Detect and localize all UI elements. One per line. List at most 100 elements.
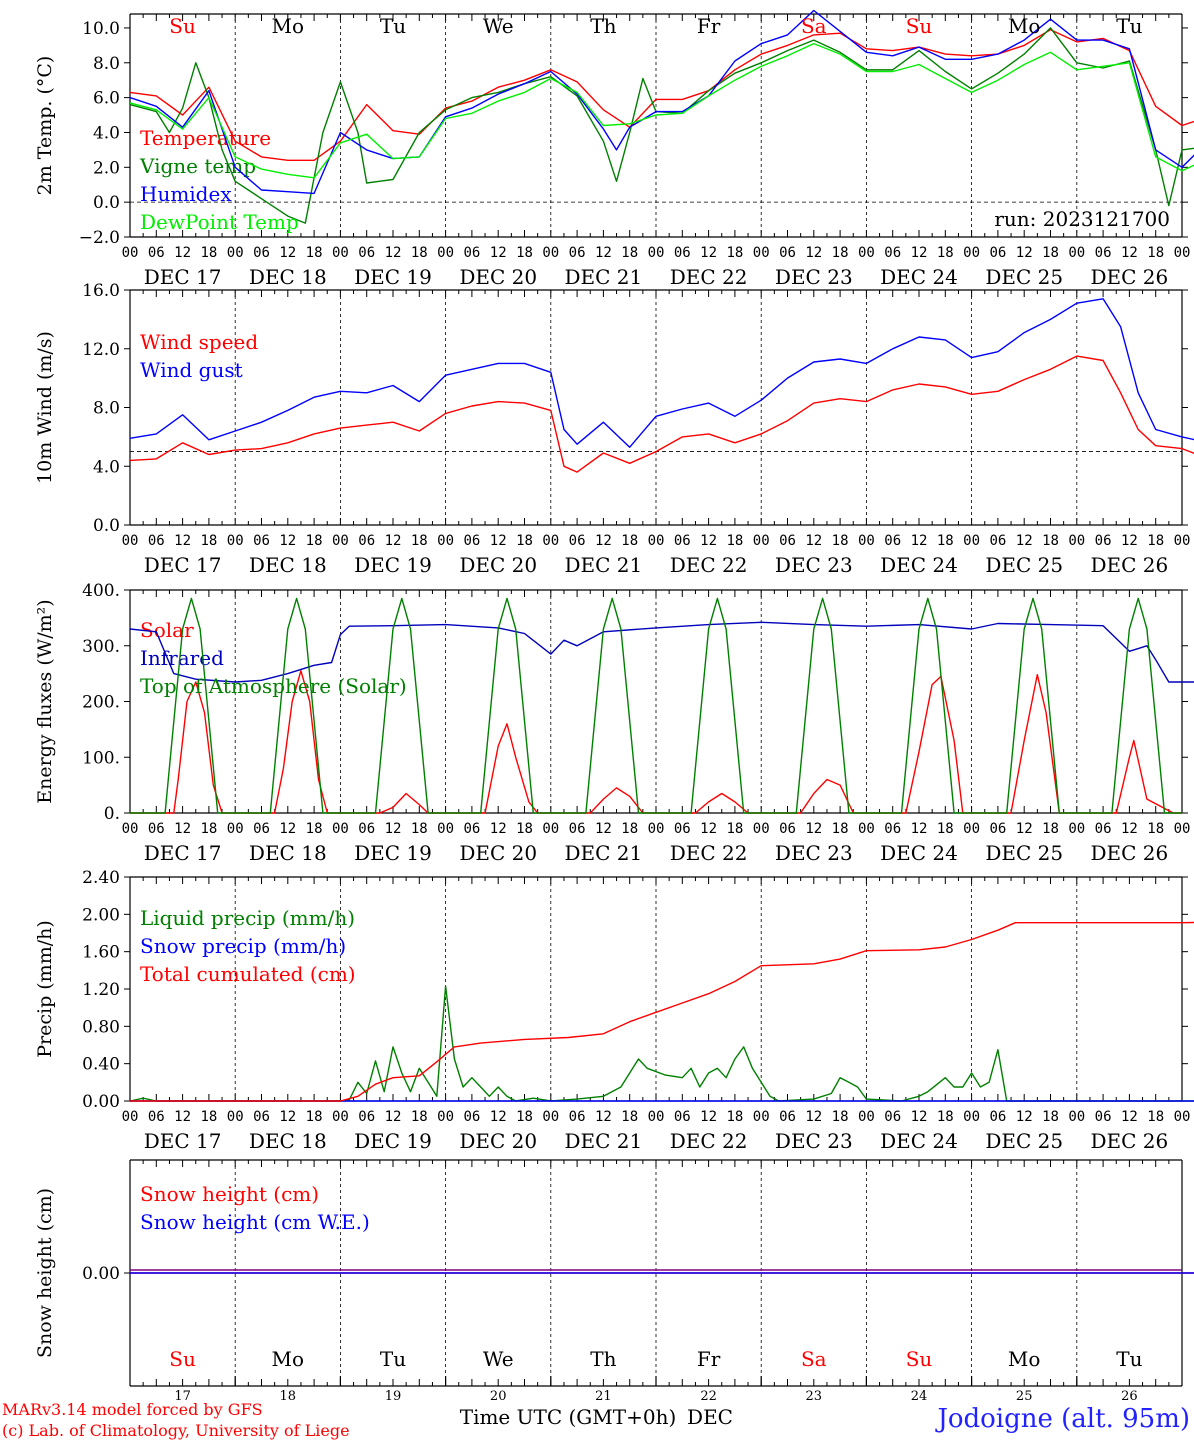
date-label: DEC 25 [985,553,1063,577]
legend-vigne-temp: Vigne temp [139,154,256,178]
hour-label: 18 [306,1109,323,1125]
hour-label: 12 [385,821,402,837]
hour-label: 12 [279,533,296,549]
hour-label: 18 [1042,533,1059,549]
date-label: DEC 24 [880,841,958,865]
hour-label: 18 [411,1109,428,1125]
date-label: DEC 22 [670,1129,748,1153]
y-axis-label: Snow height (cm) [34,1188,56,1358]
panel-2: 0.0 4.0 8.0 12.0 16.0 10m Wind (m/s) Wind spee… [34,281,1194,577]
y-axis-label: 2m Temp. (°C) [34,56,56,196]
hour-label: 12 [595,245,612,261]
hour-label: 00 [858,1109,875,1125]
hour-label: 18 [726,1109,743,1125]
hour-label: 18 [411,821,428,837]
day-number: 22 [700,1389,717,1404]
date-label: DEC 20 [459,1129,537,1153]
hour-label: 12 [911,245,928,261]
hour-label: 12 [279,245,296,261]
hour-label: 00 [542,1109,559,1125]
date-label: DEC 18 [249,1129,327,1153]
hour-label: 06 [884,245,901,261]
y-tick-label: 4.0 [93,123,120,143]
date-label: DEC 22 [670,841,748,865]
legend-top-of-atmosphere-solar: Top of Atmosphere (Solar) [140,674,407,698]
legend-temperature: Temperature [140,126,271,150]
weekday-label: Mo [272,14,305,38]
series-dewpoint-temp [129,42,1194,179]
hour-label: 18 [516,245,533,261]
hour-label: 06 [1095,245,1112,261]
hour-label: 06 [463,1109,480,1125]
hour-label: 18 [1147,1109,1164,1125]
hour-label: 18 [516,821,533,837]
hour-label: 12 [174,821,191,837]
weekday-label: Th [590,14,616,38]
weekday-label: Mo [1008,1347,1041,1371]
hour-label: 00 [227,821,244,837]
hour-label: 18 [832,533,849,549]
weekday-label: Sa [801,1347,827,1371]
hour-label: 06 [989,245,1006,261]
hour-label: 00 [963,533,980,549]
weekday-label: Tu [380,14,406,38]
date-label: DEC 21 [565,265,643,289]
series-vigne-temp [129,27,1194,224]
weekday-label: Tu [1116,1347,1142,1371]
x-axis-label: Time UTC (GMT+0h) [460,1405,677,1429]
weekday-label: Tu [1116,14,1142,38]
hour-label: 06 [884,821,901,837]
y-tick-label: 8.0 [93,54,120,74]
hour-label: 18 [200,245,217,261]
hour-label: 06 [884,533,901,549]
hour-label: 06 [779,1109,796,1125]
hour-label: 00 [648,245,665,261]
date-label: DEC 26 [1091,841,1169,865]
hour-label: 00 [963,1109,980,1125]
hour-label: 12 [174,1109,191,1125]
hour-label: 12 [1016,821,1033,837]
legend-snow-height-cm-w-e: Snow height (cm W.E.) [140,1210,370,1234]
day-number: 24 [911,1389,928,1404]
y-tick-label: 200. [82,693,120,713]
hour-label: 06 [674,821,691,837]
weekday-label: Fr [697,14,721,38]
hour-label: 06 [779,245,796,261]
weekday-label: Su [906,14,933,38]
hour-label: 12 [279,1109,296,1125]
hour-label: 06 [1095,533,1112,549]
hour-label: 06 [569,821,586,837]
hour-label: 06 [989,1109,1006,1125]
hour-label: 12 [911,821,928,837]
hour-label: 12 [805,1109,822,1125]
y-tick-label: 0.0 [93,193,120,213]
hour-label: 00 [1068,821,1085,837]
hour-label: 06 [569,1109,586,1125]
hour-label: 06 [253,245,270,261]
hour-label: 06 [463,821,480,837]
y-tick-label: 0.0 [93,516,120,536]
date-label: DEC 21 [565,841,643,865]
hour-label: 12 [911,1109,928,1125]
date-label: DEC 26 [1091,553,1169,577]
day-number: 17 [174,1389,191,1404]
hour-label: 18 [937,533,954,549]
hour-label: 12 [490,533,507,549]
y-tick-label: 1.20 [82,980,120,1000]
hour-label: 12 [490,245,507,261]
hour-label: 18 [726,245,743,261]
hour-label: 06 [1095,821,1112,837]
date-label: DEC 26 [1091,1129,1169,1153]
date-label: DEC 24 [880,1129,958,1153]
y-tick-label: 0. [104,804,120,824]
legend-total-cumulated-cm: Total cumulated (cm) [140,962,356,986]
panel-1: −2.0 0.0 2.0 4.0 6.0 8.0 10.0 2m Temp. (°C) Temp… [34,9,1194,289]
hour-label: 18 [726,821,743,837]
y-tick-label: 400. [82,581,120,601]
hour-label: 06 [358,821,375,837]
hour-label: 00 [648,1109,665,1125]
hour-label: 06 [148,821,165,837]
hour-label: 06 [1095,1109,1112,1125]
date-label: DEC 25 [985,841,1063,865]
hour-label: 06 [358,1109,375,1125]
